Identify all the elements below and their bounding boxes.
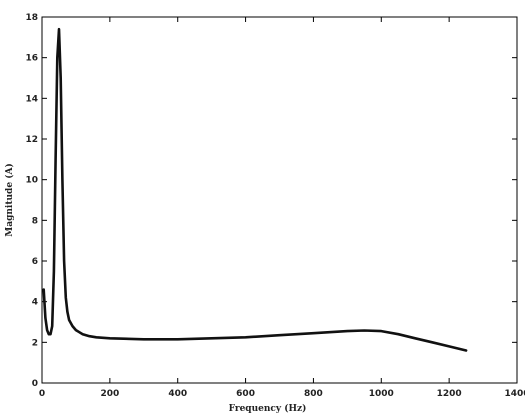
- x-tick-label: 1000: [369, 389, 394, 399]
- ticks-layer: [41, 16, 518, 384]
- x-tick-label: 600: [236, 389, 255, 399]
- y-tick-label: 14: [25, 94, 38, 104]
- x-tick-label: 400: [168, 389, 187, 399]
- series-line: [42, 27, 468, 352]
- y-tick-label: 18: [25, 13, 38, 23]
- y-tick-label: 12: [25, 135, 38, 145]
- x-tick-label: 200: [100, 389, 119, 399]
- x-tick-label: 1200: [437, 389, 462, 399]
- y-tick-label: 2: [32, 338, 38, 348]
- y-tick-label: 16: [25, 54, 38, 64]
- x-axis-title: Frequency (Hz): [229, 403, 307, 414]
- y-tick-label: 8: [32, 216, 38, 226]
- plot-frame: [41, 16, 518, 384]
- x-tick-label: 0: [39, 389, 45, 399]
- y-tick-label: 6: [32, 257, 38, 267]
- x-tick-label: 800: [304, 389, 323, 399]
- y-tick-label: 4: [32, 298, 38, 308]
- y-tick-label: 10: [25, 176, 38, 186]
- y-axis-title: Magnitude (A): [4, 163, 15, 236]
- y-tick-label: 0: [32, 379, 38, 389]
